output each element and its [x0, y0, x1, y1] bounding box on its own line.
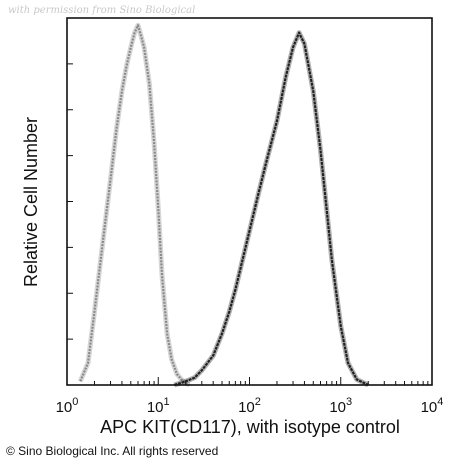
- x-tick-label: 103: [329, 396, 352, 416]
- plot-frame: [66, 17, 433, 386]
- series-layer: [77, 22, 370, 388]
- series-halo-1: [173, 30, 370, 388]
- x-tick-label: 102: [238, 396, 261, 416]
- series-halo-0: [77, 22, 191, 388]
- series-line-0: [79, 24, 190, 386]
- series-line-1: [173, 31, 369, 387]
- watermark-text: with permission from Sino Biological: [8, 5, 195, 16]
- x-axis-tick-labels: 100 101 102 103 104: [56, 396, 444, 416]
- x-tick-label: 101: [147, 396, 170, 416]
- x-tick-label: 100: [56, 396, 79, 416]
- copyright-notice: © Sino Biological Inc. All rights reserv…: [6, 444, 219, 458]
- y-axis-ticks: [67, 63, 73, 340]
- x-axis-ticks: [66, 377, 433, 385]
- x-tick-label: 104: [421, 396, 444, 416]
- x-axis-label: APC KIT(CD117), with isotype control: [100, 417, 400, 437]
- y-axis-label: Relative Cell Number: [21, 117, 41, 287]
